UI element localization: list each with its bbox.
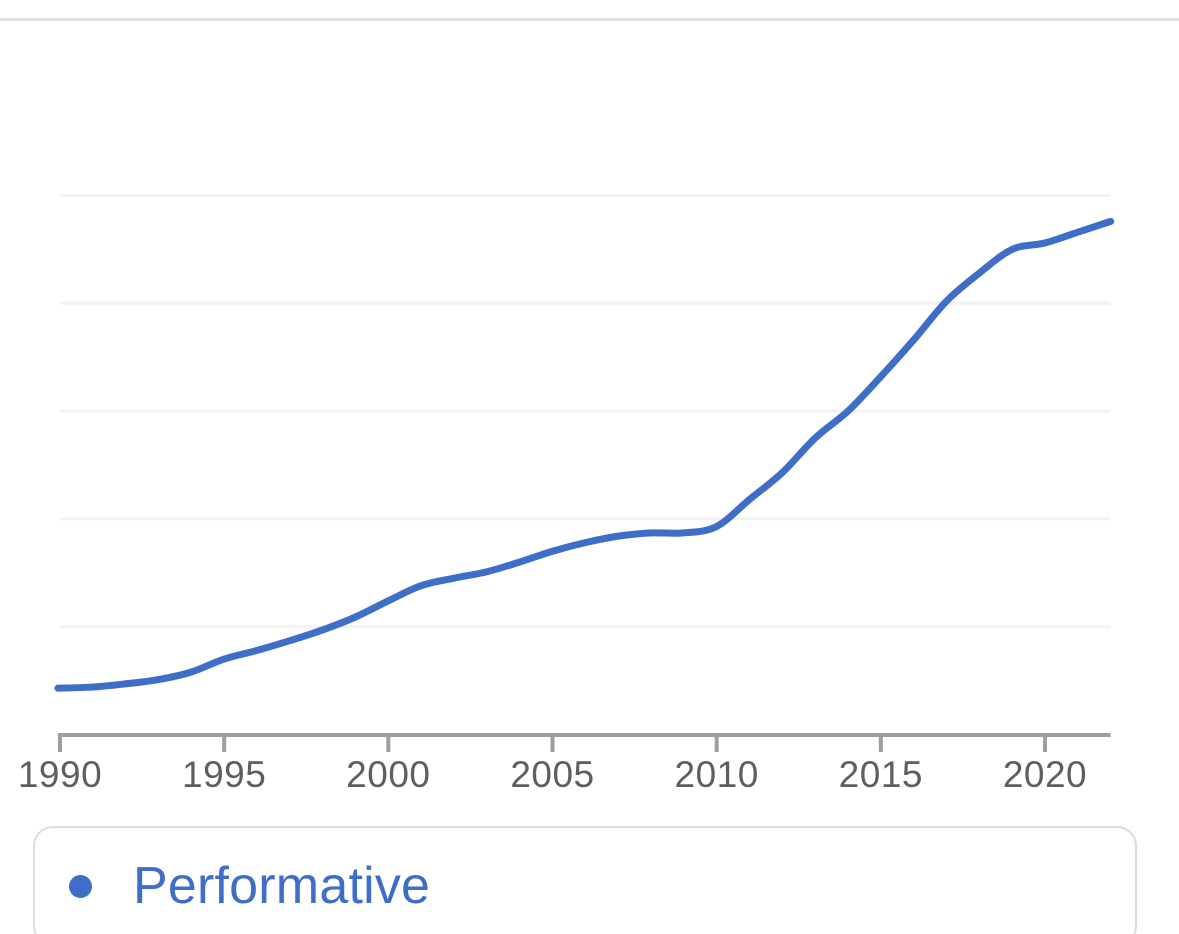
series-line-performative[interactable] — [54, 217, 1115, 692]
x-axis-label-2005: 2005 — [510, 754, 595, 795]
legend-item-performative[interactable]: Performative — [35, 828, 1135, 934]
series-color-dot-icon — [69, 874, 92, 898]
legend-card: Performative — [33, 826, 1137, 934]
x-axis-label-2000: 2000 — [346, 754, 431, 795]
x-axis-label-2015: 2015 — [838, 754, 923, 795]
x-axis-label-2010: 2010 — [674, 754, 759, 795]
ngram-chart: 1990 1995 2000 2005 2010 2015 2020 — [0, 0, 1179, 800]
chart-plot[interactable] — [0, 0, 1179, 800]
x-axis-labels: 1990 1995 2000 2005 2010 2015 2020 — [0, 753, 1179, 799]
x-axis-label-2020: 2020 — [1002, 754, 1088, 795]
legend-label: Performative — [133, 857, 431, 915]
x-axis-label-1995: 1995 — [182, 754, 267, 795]
top-divider — [0, 18, 1179, 21]
x-axis-label-1990: 1990 — [17, 754, 103, 795]
